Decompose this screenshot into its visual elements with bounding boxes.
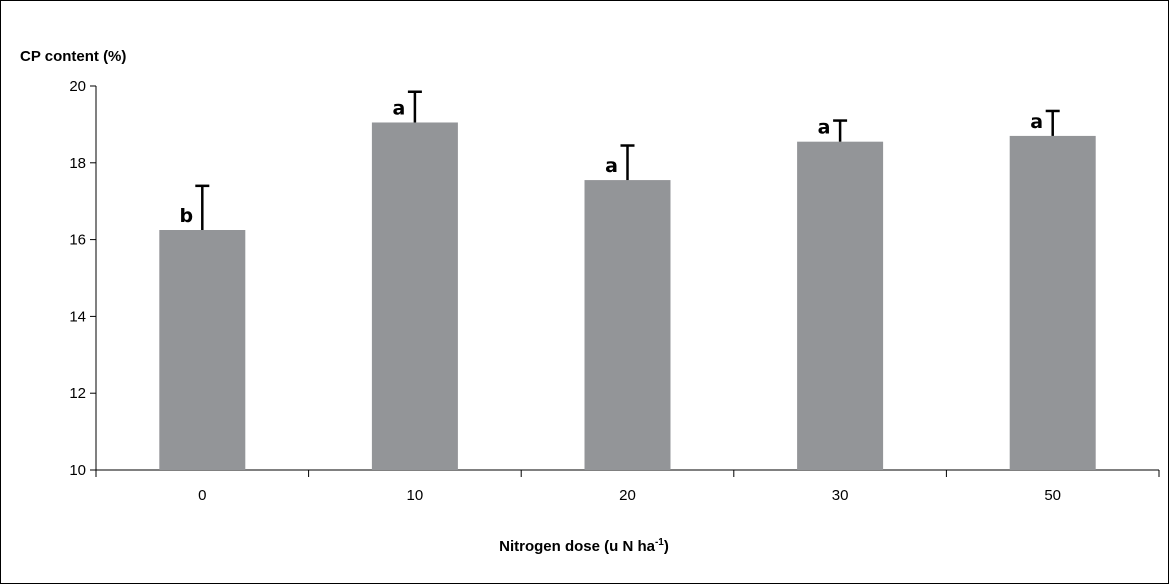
y-tick-label: 14 xyxy=(69,308,86,325)
bar xyxy=(797,141,884,470)
x-axis-title: Nitrogen dose (u N ha-1) xyxy=(499,537,669,555)
y-tick-label: 18 xyxy=(69,155,86,172)
x-tick-label: 30 xyxy=(832,487,849,504)
bar xyxy=(1009,135,1096,471)
x-tick-label: 20 xyxy=(619,487,636,504)
x-axis-title-text: Nitrogen dose (u N ha xyxy=(499,538,655,555)
x-axis-title-suffix: ) xyxy=(664,538,669,555)
x-tick-label: 50 xyxy=(1044,487,1061,504)
bars: b a a a a xyxy=(159,90,1096,471)
y-tick-label: 16 xyxy=(69,232,86,249)
significance-label: a xyxy=(1030,111,1043,133)
x-tick-label: 10 xyxy=(407,487,424,504)
x-axis-title-superscript: -1 xyxy=(655,537,664,548)
x-tick-label: 0 xyxy=(198,487,206,504)
x-axis: 0 10 20 30 50 xyxy=(95,469,1160,504)
y-axis-title: CP content (%) xyxy=(20,48,126,65)
bar xyxy=(159,230,246,470)
y-axis: 10 12 14 16 18 20 xyxy=(69,78,97,479)
significance-label: a xyxy=(392,97,405,119)
y-tick-label: 10 xyxy=(69,462,86,479)
y-tick-label: 20 xyxy=(69,78,86,95)
bar xyxy=(371,122,458,470)
significance-label: a xyxy=(605,155,618,177)
y-tick-label: 12 xyxy=(69,385,86,402)
bar xyxy=(584,180,671,470)
significance-label: a xyxy=(818,117,831,139)
significance-label: b xyxy=(179,205,193,227)
